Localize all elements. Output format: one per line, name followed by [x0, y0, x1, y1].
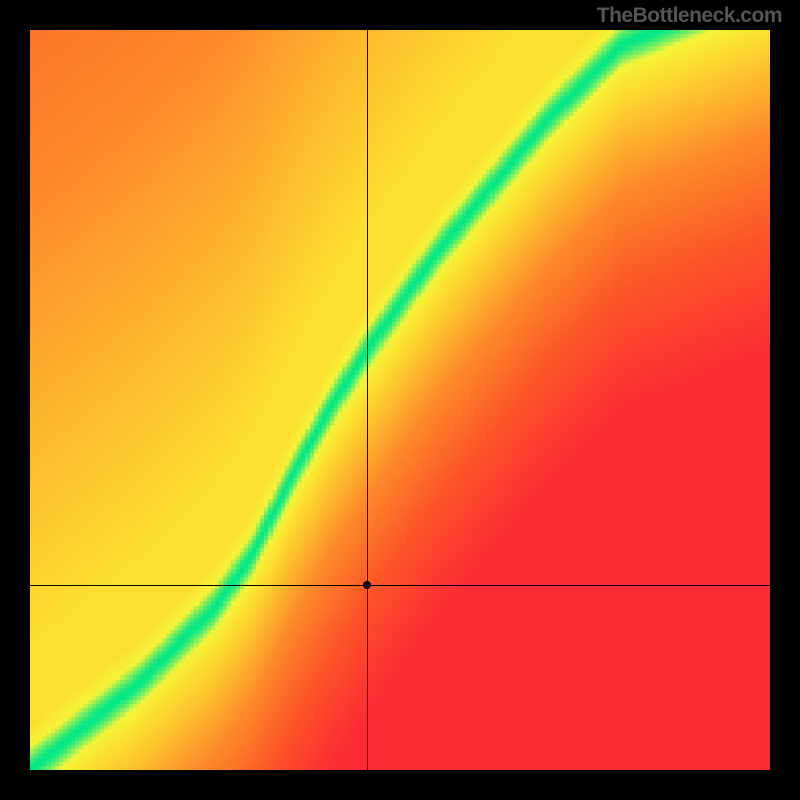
heatmap-canvas — [30, 30, 770, 770]
crosshair-horizontal — [30, 585, 770, 586]
crosshair-vertical — [367, 30, 368, 770]
bottleneck-heatmap — [30, 30, 770, 770]
marker-dot — [363, 581, 371, 589]
watermark-text: TheBottleneck.com — [597, 4, 782, 28]
